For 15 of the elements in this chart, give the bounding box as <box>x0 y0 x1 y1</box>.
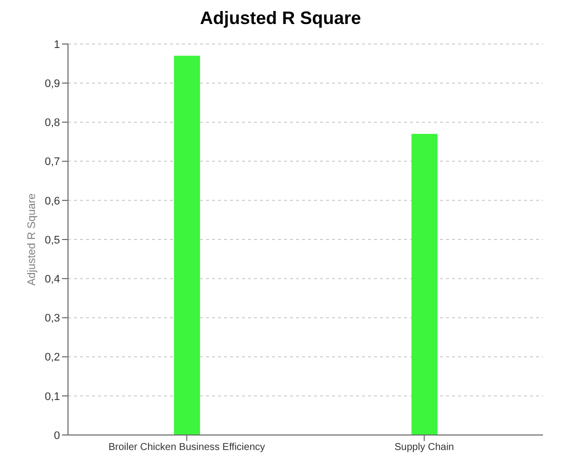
y-tick-label: 0 <box>54 430 60 442</box>
y-tick-label: 0,5 <box>44 234 60 246</box>
x-tick-label: Broiler Chicken Business Efficiency <box>108 442 266 454</box>
y-tick-label: 0,4 <box>44 274 60 286</box>
y-axis-title: Adjusted R Square <box>26 193 38 286</box>
y-tick-label: 0,7 <box>44 156 60 168</box>
x-tick-label: Supply Chain <box>394 442 454 454</box>
y-tick-label: 0,8 <box>44 117 60 130</box>
chart-title: Adjusted R Square <box>198 8 362 30</box>
y-tick-label: 0,3 <box>44 312 60 325</box>
y-tick-label: 0,1 <box>44 390 60 403</box>
y-tick-label: 0,6 <box>44 195 60 208</box>
y-tick-label: 0,2 <box>44 352 60 364</box>
y-tick-label: 0,9 <box>44 78 60 90</box>
y-tick-label: 1 <box>54 38 60 51</box>
